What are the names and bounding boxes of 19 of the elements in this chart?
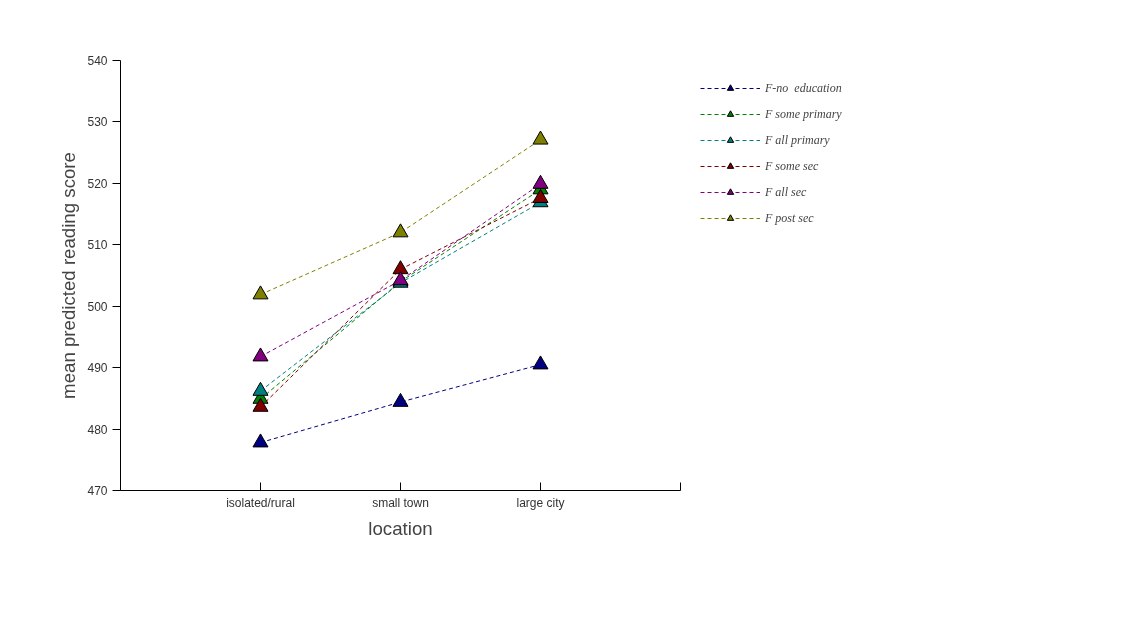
y-tick-label: 500 — [87, 299, 108, 314]
y-tick-label: 480 — [87, 422, 108, 437]
x-tick-label: large city — [516, 495, 565, 510]
legend-label: F some sec — [765, 158, 819, 174]
y-tick-label: 520 — [87, 176, 108, 191]
y-axis-title: mean predicted reading score — [58, 152, 80, 399]
y-tick-label: 530 — [87, 115, 108, 130]
legend-label: F all primary — [765, 132, 830, 148]
y-tick-label: 470 — [87, 484, 108, 498]
legend-label: F-no education — [765, 80, 842, 96]
y-tick-label: 510 — [87, 238, 108, 253]
y-tick-label: 490 — [87, 361, 108, 376]
x-tick-label: isolated/rural — [226, 495, 295, 510]
y-tick-label: 540 — [87, 54, 108, 68]
legend-label: F some primary — [765, 106, 842, 122]
x-tick-label: small town — [372, 495, 429, 510]
legend-label: F post sec — [765, 210, 814, 226]
x-axis-title: location — [368, 517, 433, 539]
legend-label: F all sec — [765, 184, 807, 200]
